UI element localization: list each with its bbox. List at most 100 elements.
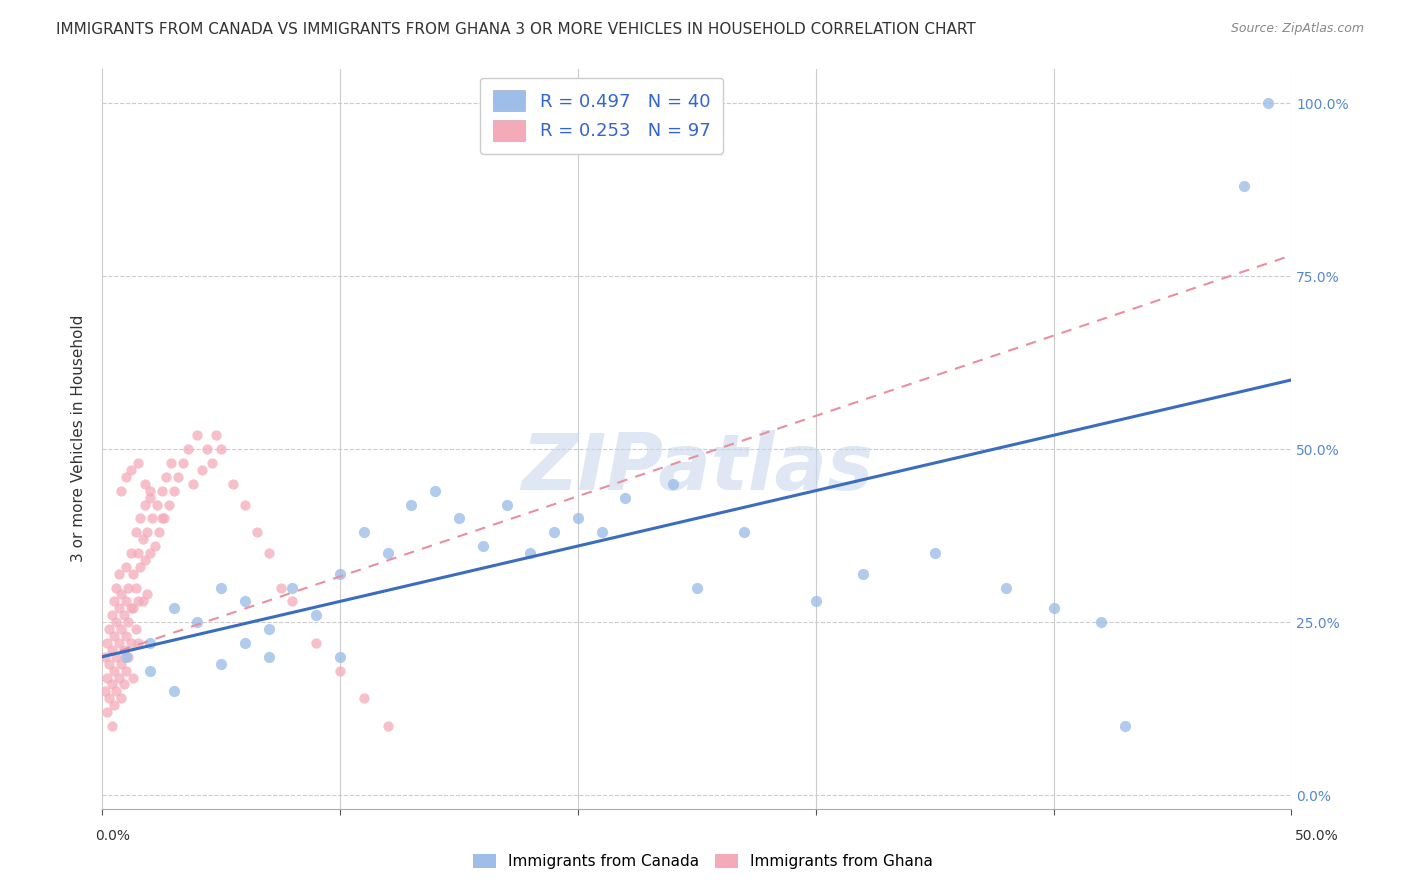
Point — [471, 539, 494, 553]
Point — [115, 649, 138, 664]
Point — [134, 553, 156, 567]
Point — [105, 684, 128, 698]
Point — [233, 594, 256, 608]
Point — [143, 539, 166, 553]
Point — [124, 525, 146, 540]
Point — [127, 546, 149, 560]
Point — [124, 581, 146, 595]
Point — [103, 664, 125, 678]
Point — [353, 525, 375, 540]
Text: 0.0%: 0.0% — [96, 829, 131, 843]
Point — [353, 691, 375, 706]
Legend: R = 0.497   N = 40, R = 0.253   N = 97: R = 0.497 N = 40, R = 0.253 N = 97 — [481, 78, 723, 153]
Point — [120, 636, 142, 650]
Point — [139, 483, 162, 498]
Y-axis label: 3 or more Vehicles in Household: 3 or more Vehicles in Household — [72, 315, 86, 563]
Point — [181, 476, 204, 491]
Point — [150, 511, 173, 525]
Point — [124, 622, 146, 636]
Point — [122, 601, 145, 615]
Point — [186, 615, 208, 629]
Point — [96, 705, 118, 719]
Point — [924, 546, 946, 560]
Point — [127, 636, 149, 650]
Point — [329, 664, 352, 678]
Point — [167, 470, 190, 484]
Point — [614, 491, 637, 505]
Point — [112, 608, 135, 623]
Point — [162, 684, 184, 698]
Point — [108, 636, 131, 650]
Point — [110, 483, 132, 498]
Point — [186, 428, 208, 442]
Point — [100, 719, 122, 733]
Point — [103, 629, 125, 643]
Point — [209, 442, 232, 457]
Point — [100, 643, 122, 657]
Point — [110, 622, 132, 636]
Text: 50.0%: 50.0% — [1295, 829, 1339, 843]
Point — [112, 643, 135, 657]
Point — [134, 498, 156, 512]
Point — [110, 691, 132, 706]
Point — [108, 601, 131, 615]
Point — [281, 594, 304, 608]
Point — [139, 491, 162, 505]
Point — [131, 594, 153, 608]
Point — [157, 498, 180, 512]
Point — [115, 664, 138, 678]
Legend: Immigrants from Canada, Immigrants from Ghana: Immigrants from Canada, Immigrants from … — [467, 848, 939, 875]
Point — [115, 629, 138, 643]
Point — [98, 657, 121, 671]
Point — [177, 442, 200, 457]
Point — [131, 532, 153, 546]
Point — [139, 546, 162, 560]
Point — [136, 525, 159, 540]
Point — [115, 594, 138, 608]
Point — [377, 719, 399, 733]
Point — [209, 581, 232, 595]
Point — [246, 525, 269, 540]
Point — [257, 649, 280, 664]
Point — [120, 601, 142, 615]
Point — [305, 608, 328, 623]
Point — [591, 525, 613, 540]
Point — [162, 483, 184, 498]
Point — [103, 698, 125, 713]
Point — [93, 684, 115, 698]
Point — [120, 463, 142, 477]
Point — [1090, 615, 1112, 629]
Point — [122, 566, 145, 581]
Point — [112, 677, 135, 691]
Point — [136, 587, 159, 601]
Point — [329, 566, 352, 581]
Point — [1233, 179, 1256, 194]
Point — [160, 456, 183, 470]
Point — [567, 511, 589, 525]
Point — [209, 657, 232, 671]
Point — [201, 456, 224, 470]
Point — [108, 671, 131, 685]
Point — [1114, 719, 1136, 733]
Point — [98, 691, 121, 706]
Point — [519, 546, 541, 560]
Text: Source: ZipAtlas.com: Source: ZipAtlas.com — [1230, 22, 1364, 36]
Point — [117, 649, 139, 664]
Point — [329, 649, 352, 664]
Point — [117, 581, 139, 595]
Point — [110, 587, 132, 601]
Point — [401, 498, 423, 512]
Point — [205, 428, 228, 442]
Point — [662, 476, 685, 491]
Point — [222, 476, 245, 491]
Point — [105, 581, 128, 595]
Point — [257, 622, 280, 636]
Point — [233, 636, 256, 650]
Point — [129, 559, 152, 574]
Point — [100, 608, 122, 623]
Point — [686, 581, 709, 595]
Point — [804, 594, 827, 608]
Point — [270, 581, 292, 595]
Point — [195, 442, 218, 457]
Point — [127, 456, 149, 470]
